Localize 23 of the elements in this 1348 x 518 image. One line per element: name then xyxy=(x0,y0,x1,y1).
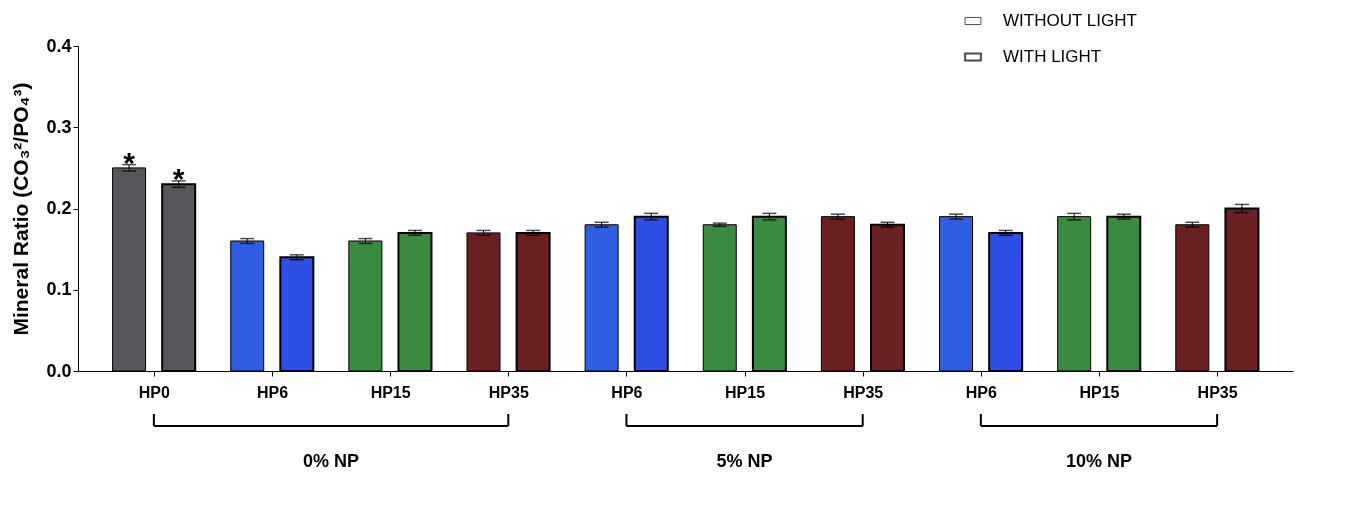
x-tick-label: HP35 xyxy=(843,383,884,401)
x-tick-label: HP35 xyxy=(1197,383,1238,401)
text: 0% NP xyxy=(303,451,360,471)
y-tick-label: 0.1 xyxy=(46,279,72,300)
x-tick-label: HP0 xyxy=(138,383,171,401)
text: 10% NP xyxy=(1065,451,1132,471)
x-tick-label: HP15 xyxy=(725,383,766,401)
legend-label: WITH LIGHT xyxy=(1003,47,1102,66)
y-tick-label: 0.0 xyxy=(46,360,72,381)
x-tick-label: HP15 xyxy=(370,383,411,401)
annotation: * xyxy=(123,145,136,179)
x-tick-label: HP35 xyxy=(488,383,529,401)
y-axis-title: Mineral Ratio (CO₃²/PO₄³) xyxy=(9,82,33,336)
legend-label: WITHOUT LIGHT xyxy=(1003,11,1137,30)
y-tick-label: 0.2 xyxy=(46,198,72,218)
x-tick-label: HP6 xyxy=(965,383,998,401)
annotation: * xyxy=(172,161,185,195)
y-tick-label: 0.4 xyxy=(46,35,72,56)
text: 5% NP xyxy=(716,451,773,471)
x-tick-label: HP6 xyxy=(256,383,289,401)
x-tick-label: HP6 xyxy=(611,383,643,401)
y-tick-label: 0.3 xyxy=(46,116,72,137)
x-tick-label: HP15 xyxy=(1079,383,1120,401)
